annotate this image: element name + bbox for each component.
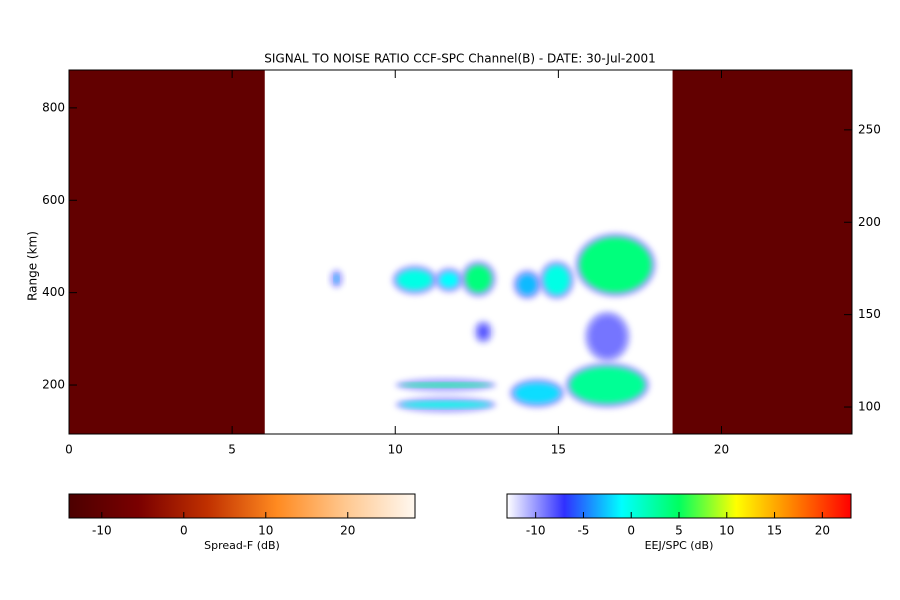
spread-f-region	[69, 70, 265, 434]
echo	[465, 265, 492, 293]
y-axis-label: Range (km)	[26, 231, 40, 301]
plot-frame	[68, 69, 853, 435]
echo	[396, 269, 433, 290]
colorbar-tick-label: -10	[526, 524, 546, 538]
x-tick-label: 20	[714, 443, 729, 457]
colorbar-tick-label: 0	[627, 524, 635, 538]
colorbar-tick-label: 15	[767, 524, 782, 538]
colorbar-label: Spread-F (dB)	[204, 539, 280, 552]
echo	[400, 383, 492, 388]
echo	[579, 237, 652, 293]
echo	[569, 366, 645, 404]
echo	[589, 316, 626, 357]
echo	[439, 272, 459, 288]
echo	[514, 383, 560, 404]
colorbar-label: EEJ/SPC (dB)	[645, 539, 714, 552]
y-tick-label: 200	[42, 378, 65, 392]
y-tick-label: 800	[42, 100, 65, 114]
x-tick-label: 10	[388, 443, 403, 457]
colorbar-tick-label: -5	[577, 524, 589, 538]
echo	[517, 274, 538, 295]
echo	[478, 325, 489, 339]
colorbar-tick-label: 20	[340, 524, 355, 538]
colorbar-tick-label: -10	[92, 524, 112, 538]
colorbar-tick-label: 0	[180, 524, 188, 538]
x-tick-label: 5	[228, 443, 236, 457]
echo	[334, 274, 339, 284]
y2-tick-label: 150	[858, 307, 881, 321]
y2-tick-label: 250	[858, 122, 881, 136]
x-tick-label: 0	[65, 443, 73, 457]
echo	[543, 265, 570, 295]
y-tick-label: 400	[42, 285, 65, 299]
x-tick-label: 15	[551, 443, 566, 457]
spread-f-region	[672, 70, 852, 434]
colorbar-tick-label: 5	[675, 524, 683, 538]
chart-title: SIGNAL TO NOISE RATIO CCF-SPC Channel(B)…	[264, 52, 656, 66]
colorbar	[68, 493, 416, 519]
y2-tick-label: 200	[858, 215, 881, 229]
colorbar-tick-label: 10	[258, 524, 273, 538]
y2-tick-label: 100	[858, 400, 881, 414]
colorbar-tick-label: 10	[719, 524, 734, 538]
y-tick-label: 600	[42, 193, 65, 207]
echo	[400, 401, 492, 408]
colorbar-tick-label: 20	[815, 524, 830, 538]
